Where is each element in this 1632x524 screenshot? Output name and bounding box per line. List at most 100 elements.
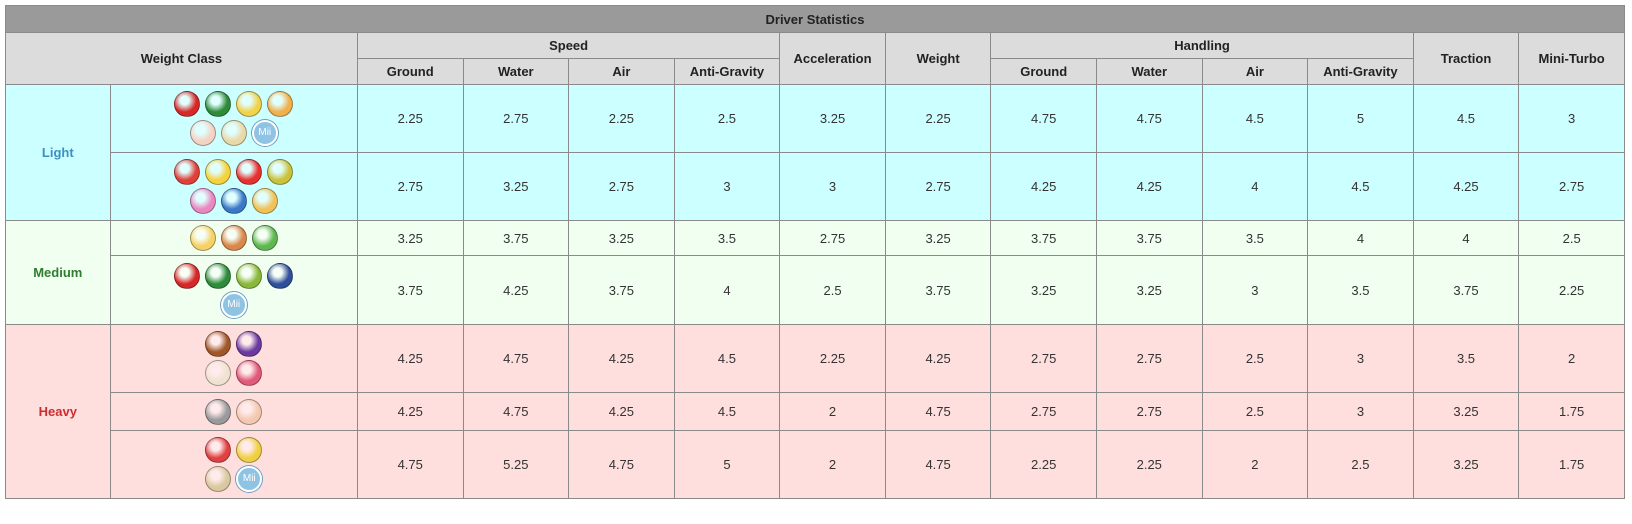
driver-icon xyxy=(251,188,278,214)
stat-value: 4.75 xyxy=(990,84,1097,153)
stat-value: 2.5 xyxy=(779,255,886,325)
stat-value: 3.25 xyxy=(356,220,464,256)
stat-value: 4.5 xyxy=(1307,152,1414,221)
data-row: Heavy 4.25 4.75 4.25 4.5 2.25 4.25 2.75 2.75 2.5 3… xyxy=(5,324,1625,499)
stat-value: 2.75 xyxy=(356,152,464,221)
stat-value: 3 xyxy=(1307,392,1414,431)
stat-value: 2.75 xyxy=(1095,324,1203,393)
stat-value: 2.75 xyxy=(568,152,675,221)
stat-value: 2.25 xyxy=(990,430,1097,499)
driver-icon xyxy=(236,360,263,386)
stat-value: 3.25 xyxy=(884,220,992,256)
driver-icon xyxy=(251,225,278,251)
stat-value: 2.5 xyxy=(1307,430,1414,499)
icon-group: Mii xyxy=(199,437,269,492)
stat-value: 2.75 xyxy=(990,392,1097,431)
stat-value: 2 xyxy=(1201,430,1309,499)
column-subheader: Anti-Gravity xyxy=(673,58,781,85)
stat-value: 3.25 xyxy=(779,84,886,153)
weight-class: Medium xyxy=(5,220,111,325)
column-subheader: Water xyxy=(462,58,570,85)
stat-value: 2.5 xyxy=(1518,220,1625,256)
driver-icon xyxy=(267,91,294,117)
data-row: 4.25 4.75 4.25 4.5 2 4.75 2.75 2.75 2.5 3 3.25 1.75 xyxy=(5,392,1625,431)
column-header: Weight Class xyxy=(5,32,358,85)
stat-value: 3 xyxy=(1201,255,1309,325)
stat-value: 4.25 xyxy=(568,324,675,393)
stat-value: 2.5 xyxy=(673,84,781,153)
stat-value: 4.25 xyxy=(356,324,464,393)
driver-stats-table: Driver Statistics Weight Class Speed Accele… xyxy=(5,5,1625,499)
driver-icon xyxy=(236,331,263,357)
stat-value: 3.25 xyxy=(1095,255,1203,325)
stat-value: 3.5 xyxy=(1307,255,1414,325)
icon-group xyxy=(184,225,284,251)
mii-badge: Mii xyxy=(220,291,247,318)
stat-value: 2.75 xyxy=(884,152,992,221)
driver-icon xyxy=(205,159,232,185)
driver-icon xyxy=(236,398,263,425)
stat-value: 2.75 xyxy=(779,220,886,256)
title-row: Driver Statistics xyxy=(5,5,1625,33)
column-header: Handling xyxy=(990,32,1414,59)
column-subheader: Anti-Gravity xyxy=(1307,58,1414,85)
data-row: Light Mii 2.25 2.75 2.25 2.5 3.25 2.25 4.75 4.75 4… xyxy=(5,84,1625,221)
stat-value: 3.75 xyxy=(1412,255,1520,325)
driver-icons: Mii xyxy=(109,430,358,499)
data-row: Medium 3.25 3.75 3.25 3.5 2.75 3.25 3.75 3.75 3.5… xyxy=(5,220,1625,325)
stat-value: 2 xyxy=(1518,324,1625,393)
stat-value: 4.75 xyxy=(568,430,675,499)
stat-value: 4.25 xyxy=(1095,152,1203,221)
weight-class: Light xyxy=(5,84,111,221)
stat-value: 3.75 xyxy=(884,255,992,325)
stat-value: 4.75 xyxy=(884,392,992,431)
stat-value: 3.25 xyxy=(568,220,675,256)
driver-icon xyxy=(189,225,216,251)
column-subheader: Ground xyxy=(356,58,464,85)
driver-icon xyxy=(236,159,263,185)
stat-value: 4.75 xyxy=(356,430,464,499)
driver-icon xyxy=(236,91,263,117)
data-row: Mii 3.75 4.25 3.75 4 2.5 3.75 3.25 3.25 3 3.5 3.75 2… xyxy=(5,255,1625,325)
column-subheader: Ground xyxy=(990,58,1097,85)
stat-value: 5 xyxy=(1307,84,1414,153)
driver-icon xyxy=(220,188,247,214)
icon-group: Mii xyxy=(169,91,299,146)
driver-icon xyxy=(174,91,201,117)
driver-icon xyxy=(205,437,232,463)
driver-icon xyxy=(205,360,232,386)
driver-icon xyxy=(267,262,294,289)
stat-value: 4.25 xyxy=(356,392,464,431)
weight-class: Heavy xyxy=(5,324,111,499)
column-header: Acceleration xyxy=(779,32,886,85)
stat-value: 4.5 xyxy=(1412,84,1520,153)
driver-icons xyxy=(109,324,358,393)
stat-value: 3.25 xyxy=(1412,430,1520,499)
driver-icons: Mii xyxy=(109,84,358,153)
driver-icons xyxy=(109,392,358,431)
stat-value: 3.75 xyxy=(568,255,675,325)
stat-value: 4 xyxy=(1201,152,1309,221)
driver-icons: Mii xyxy=(109,255,358,325)
driver-icon xyxy=(205,398,232,425)
mii-badge: Mii xyxy=(236,466,263,492)
column-header: Speed xyxy=(356,32,781,59)
stat-value: 5.25 xyxy=(462,430,570,499)
stat-value: 3.25 xyxy=(990,255,1097,325)
icon-group xyxy=(199,331,269,386)
header-row: Ground Water Air Anti-Gravity Ground Water Air… xyxy=(6,58,1625,85)
driver-icons xyxy=(109,152,358,221)
stat-value: 2.75 xyxy=(462,84,570,153)
stat-value: 3.75 xyxy=(1095,220,1203,256)
stat-value: 4.25 xyxy=(462,255,570,325)
icon-group xyxy=(169,159,299,214)
stat-value: 4.5 xyxy=(673,324,781,393)
stat-value: 3.25 xyxy=(1412,392,1520,431)
stat-value: 4.75 xyxy=(884,430,992,499)
driver-icon xyxy=(205,91,232,117)
stat-value: 2.5 xyxy=(1201,392,1309,431)
stat-value: 4 xyxy=(1412,220,1520,256)
stat-value: 2.5 xyxy=(1201,324,1309,393)
mii-badge: Mii xyxy=(251,120,278,146)
